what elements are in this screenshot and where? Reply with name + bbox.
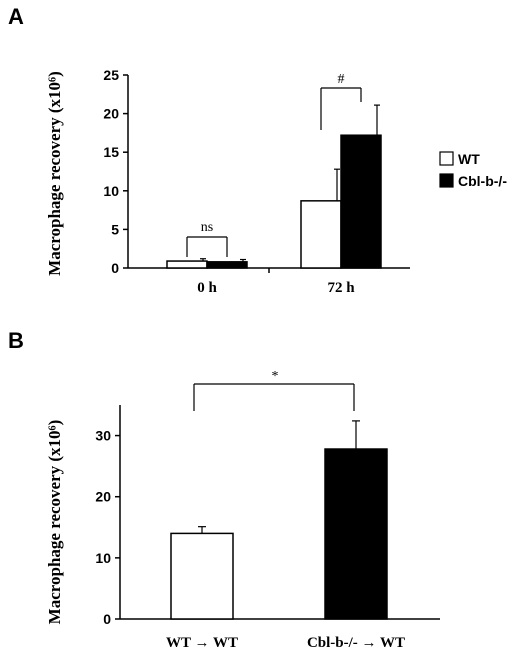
y-tick-label: 15: [103, 144, 119, 160]
significance-bracket: ns: [186, 220, 228, 257]
legend-swatch: [439, 151, 454, 166]
y-tick-label: 30: [95, 428, 111, 444]
y-tick-label: 25: [103, 67, 119, 83]
legend-label: Cbl-b-/-: [458, 173, 507, 189]
significance-bracket: #: [320, 72, 362, 130]
y-tick-label: 5: [111, 221, 119, 237]
x-tick-label: WT → WT: [166, 635, 238, 651]
bar: [170, 532, 234, 620]
y-tick-label: 10: [103, 183, 119, 199]
bar: [206, 261, 248, 269]
y-tick-label: 0: [103, 611, 111, 627]
panel-label: B: [8, 328, 24, 353]
y-tick-label: 20: [103, 106, 119, 122]
y-tick-label: 0: [111, 260, 119, 276]
x-tick-label: 0 h: [197, 280, 217, 296]
significance-label: #: [338, 72, 345, 87]
chart-a: A 0 5 10 15 20 25 Macrophage recovery (x10⁶) 0 h…: [8, 4, 507, 296]
panel-label: A: [8, 4, 24, 29]
bar: [300, 200, 342, 269]
y-tick-label: 10: [95, 550, 111, 566]
significance-bracket: *: [193, 369, 355, 411]
significance-label: ns: [201, 220, 213, 235]
x-tick-label: Cbl-b-/- → WT: [307, 635, 405, 651]
bar: [324, 448, 388, 620]
significance-label: *: [272, 369, 279, 384]
bar: [340, 134, 382, 269]
y-axis-label: Macrophage recovery (x10⁶): [45, 420, 64, 625]
chart-b: B 0 10 20 30 Macrophage recovery (x10⁶) WT → W…: [8, 328, 440, 651]
y-tick-label: 20: [95, 489, 111, 505]
x-tick-label: 72 h: [327, 280, 355, 296]
bar: [166, 260, 208, 269]
legend-label: WT: [458, 151, 480, 167]
y-axis-label: Macrophage recovery (x10⁶): [45, 71, 64, 276]
legend: WT Cbl-b-/-: [439, 151, 507, 189]
legend-swatch: [439, 173, 454, 188]
